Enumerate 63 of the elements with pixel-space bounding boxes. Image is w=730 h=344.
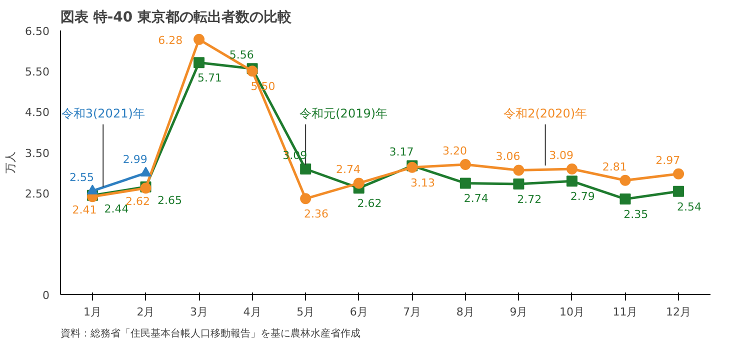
data-label: 5.71 — [197, 72, 222, 85]
point — [353, 178, 364, 189]
data-label: 3.17 — [389, 146, 414, 159]
y-tick-label: 6.50 — [25, 25, 50, 38]
point — [194, 34, 205, 45]
data-label: 2.99 — [122, 153, 148, 166]
point — [673, 186, 684, 197]
point — [460, 178, 471, 189]
point — [246, 66, 258, 77]
x-tick-label: 3月 — [190, 306, 208, 318]
data-label: 2.41 — [72, 204, 97, 217]
y-tick-label: 4.50 — [25, 106, 50, 120]
point — [194, 57, 205, 68]
data-label: 3.06 — [496, 150, 520, 164]
x-tick-label: 5月 — [296, 306, 315, 318]
point — [620, 194, 631, 205]
point — [300, 164, 312, 174]
y-axis-title: 万人 — [4, 152, 18, 174]
text: 資料：総務省「住民基本台帳人口移動報告」を基に農林水産省作成 — [60, 328, 360, 340]
data-label: 2.97 — [656, 154, 680, 167]
data-label: 2.72 — [517, 193, 542, 206]
data-label: 2.74 — [336, 163, 360, 176]
x-tick-label: 9月 — [510, 306, 528, 318]
data-label: 2.81 — [602, 160, 627, 174]
point — [620, 174, 631, 186]
point — [460, 159, 471, 170]
x-tick-label: 10月 — [559, 306, 584, 318]
data-label: 2.54 — [676, 200, 702, 214]
x-tick-label: 1月 — [83, 306, 102, 318]
series-label: 令和元(2019)年 — [300, 106, 388, 120]
data-label: 3.20 — [442, 144, 468, 158]
data-label: 2.35 — [624, 208, 648, 222]
data-label: 2.74 — [464, 192, 488, 206]
data-label: 5.56 — [229, 48, 254, 62]
data-label: 2.62 — [357, 197, 382, 210]
data-label: 3.09 — [549, 149, 574, 162]
point — [300, 193, 312, 204]
data-label: 6.28 — [158, 34, 183, 47]
x-tick-label: 8月 — [456, 306, 474, 318]
data-label: 2.79 — [570, 190, 595, 204]
data-label: 2.55 — [70, 170, 94, 184]
y-tick-label: 5.50 — [25, 66, 50, 79]
y-tick-label: 3.50 — [25, 146, 50, 160]
point — [513, 164, 524, 176]
point — [566, 164, 578, 174]
data-label: 3.13 — [410, 176, 436, 190]
text: 令和2(2020)年 — [504, 106, 588, 120]
x-tick-label: 2月 — [136, 306, 155, 318]
chart-title: 図表 特-40 東京都の転出者数の比較 — [60, 8, 293, 26]
x-tick-label: 12月 — [666, 306, 692, 318]
point — [673, 168, 684, 180]
text: 令和3(2021)年 — [61, 106, 145, 120]
x-tick-label: 4月 — [243, 306, 262, 318]
x-tick-label: 6月 — [350, 306, 368, 318]
data-label: 2.36 — [304, 208, 328, 221]
y-tick-label: 0 — [42, 289, 50, 302]
point — [566, 176, 578, 187]
data-label: 2.65 — [157, 194, 182, 207]
x-tick-label: 7月 — [403, 306, 422, 318]
data-label: 2.62 — [126, 195, 150, 208]
y-tick-label: 2.50 — [25, 187, 50, 200]
point — [513, 178, 524, 190]
x-tick-label: 11月 — [612, 306, 638, 318]
